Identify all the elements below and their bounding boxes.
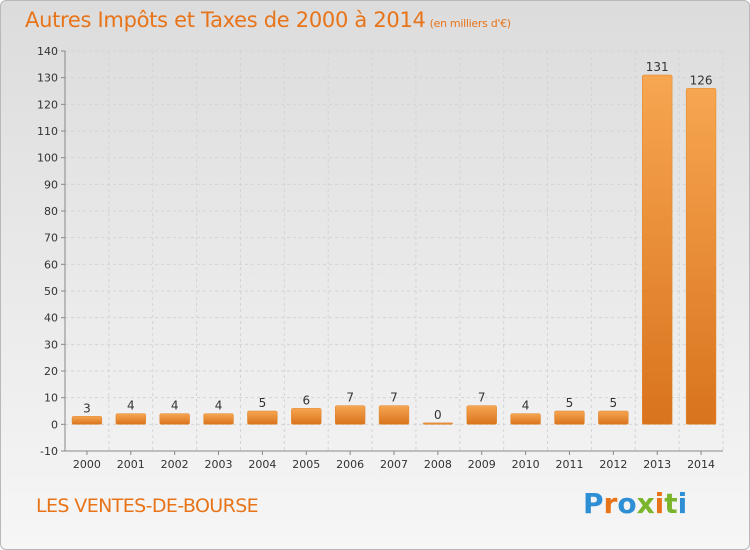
y-tick-label: 20 bbox=[44, 365, 58, 378]
bar bbox=[642, 74, 673, 425]
logo-letter: P bbox=[583, 487, 604, 520]
x-tick-label: 2010 bbox=[512, 458, 540, 471]
y-tick-label: 30 bbox=[44, 338, 58, 351]
bar bbox=[247, 410, 278, 425]
x-tick-label: 2004 bbox=[248, 458, 276, 471]
y-tick-label: 0 bbox=[51, 418, 58, 431]
logo-letter: i bbox=[677, 487, 688, 520]
y-tick-label: 80 bbox=[44, 205, 58, 218]
x-tick-label: 2009 bbox=[468, 458, 496, 471]
bar bbox=[510, 413, 541, 425]
x-tick-label: 2012 bbox=[599, 458, 627, 471]
y-tick-label: 130 bbox=[37, 72, 58, 85]
title-text: Autres Impôts et Taxes de 2000 à 2014 bbox=[25, 8, 426, 32]
x-tick-label: 2008 bbox=[424, 458, 452, 471]
data-label: 5 bbox=[610, 396, 618, 410]
chart-subtitle: (en milliers d'€) bbox=[429, 17, 511, 30]
bar bbox=[378, 405, 410, 425]
data-label: 4 bbox=[127, 399, 135, 413]
data-label: 5 bbox=[566, 396, 574, 410]
x-tick-label: 2005 bbox=[292, 458, 320, 471]
logo-letter: i bbox=[654, 487, 665, 520]
x-tick-label: 2000 bbox=[73, 458, 101, 471]
data-label: 131 bbox=[646, 60, 669, 74]
chart-title: Autres Impôts et Taxes de 2000 à 2014 (en… bbox=[25, 8, 511, 32]
bar bbox=[115, 413, 146, 425]
x-tick-label: 2001 bbox=[117, 458, 145, 471]
data-label: 7 bbox=[346, 391, 354, 405]
bar bbox=[422, 422, 454, 425]
x-tick-label: 2013 bbox=[643, 458, 671, 471]
bar bbox=[291, 408, 322, 425]
logo-letter: x bbox=[636, 487, 655, 520]
data-label: 3 bbox=[83, 401, 91, 415]
x-tick-label: 2002 bbox=[161, 458, 189, 471]
bar bbox=[71, 416, 103, 425]
bar bbox=[334, 405, 366, 425]
bar bbox=[685, 88, 717, 425]
location-name: LES VENTES-DE-BOURSE bbox=[36, 495, 259, 517]
x-tick-label: 2014 bbox=[687, 458, 715, 471]
data-label: 4 bbox=[215, 399, 223, 413]
y-tick-label: 100 bbox=[37, 152, 58, 165]
logo-letter: t bbox=[664, 487, 678, 520]
y-tick-label: 50 bbox=[44, 285, 58, 298]
y-tick-label: 70 bbox=[44, 232, 58, 245]
data-label: 126 bbox=[690, 73, 713, 87]
x-tick-label: 2006 bbox=[336, 458, 364, 471]
bar bbox=[554, 410, 585, 425]
bar bbox=[598, 410, 629, 425]
x-tick-label: 2003 bbox=[205, 458, 233, 471]
x-tick-label: 2011 bbox=[555, 458, 583, 471]
data-label: 6 bbox=[302, 393, 310, 407]
logo-letter: o bbox=[617, 487, 637, 520]
y-tick-label: 120 bbox=[37, 98, 58, 111]
proxiti-logo: Proxiti bbox=[583, 487, 687, 520]
logo-letter: r bbox=[603, 487, 618, 520]
y-tick-label: 10 bbox=[44, 392, 58, 405]
y-tick-label: 40 bbox=[44, 312, 58, 325]
bar bbox=[203, 413, 234, 425]
data-label: 0 bbox=[434, 408, 442, 422]
bar bbox=[466, 405, 497, 425]
y-tick-label: 110 bbox=[37, 125, 58, 138]
data-label: 5 bbox=[259, 396, 267, 410]
data-label: 4 bbox=[171, 399, 179, 413]
y-tick-label: -10 bbox=[40, 445, 58, 458]
x-tick-label: 2007 bbox=[380, 458, 408, 471]
y-tick-label: 60 bbox=[44, 258, 58, 271]
y-tick-label: 90 bbox=[44, 178, 58, 191]
bar bbox=[159, 413, 190, 425]
data-label: 7 bbox=[478, 391, 486, 405]
data-label: 4 bbox=[522, 399, 530, 413]
data-label: 7 bbox=[390, 391, 398, 405]
y-tick-label: 140 bbox=[37, 45, 58, 58]
